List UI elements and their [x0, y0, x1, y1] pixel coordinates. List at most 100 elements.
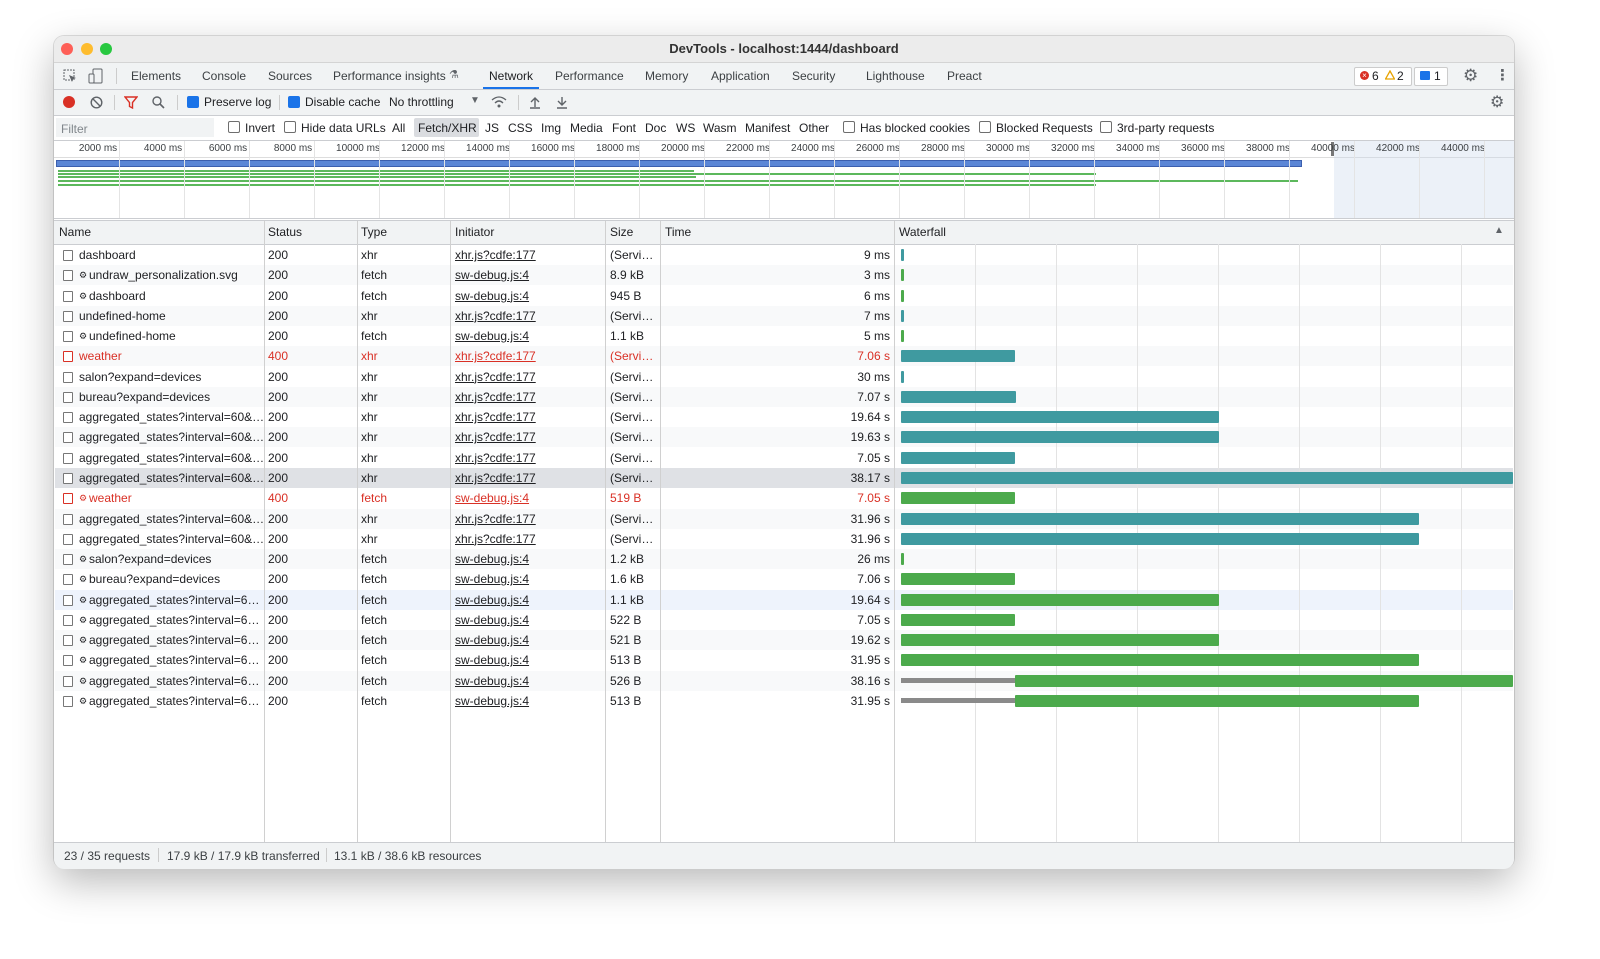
tab[interactable]: Elements	[131, 69, 182, 83]
table-row[interactable]	[55, 265, 1513, 286]
request-name[interactable]: bureau?expand=devices	[89, 572, 221, 587]
request-name[interactable]: aggregated_states?interval=6…	[89, 592, 260, 607]
request-name[interactable]: aggregated_states?interval=6…	[89, 673, 260, 688]
request-initiator[interactable]: sw-debug.js:4	[455, 612, 530, 627]
table-row[interactable]	[55, 386, 1513, 407]
request-name[interactable]: dashboard	[89, 288, 146, 303]
request-initiator[interactable]: sw-debug.js:4	[455, 288, 530, 303]
request-initiator[interactable]: xhr.js?cdfe:177	[455, 430, 536, 445]
request-name[interactable]: aggregated_states?interval=60&…	[79, 511, 265, 526]
request-name[interactable]: undraw_personalization.svg	[89, 268, 238, 283]
tab[interactable]: Memory	[645, 69, 689, 83]
table-row[interactable]	[55, 366, 1513, 387]
column-header[interactable]: Time	[665, 225, 692, 239]
request-initiator[interactable]: sw-debug.js:4	[455, 552, 530, 567]
throttling-select[interactable]: No throttling	[389, 95, 454, 109]
table-row[interactable]	[55, 326, 1513, 347]
blocked-cookies-checkbox[interactable]	[843, 121, 855, 133]
type-filter[interactable]: Img	[541, 121, 562, 135]
column-header[interactable]: Size	[610, 225, 634, 239]
request-name[interactable]: aggregated_states?interval=6…	[89, 653, 260, 668]
type-filter[interactable]: Font	[612, 121, 637, 135]
request-initiator[interactable]: xhr.js?cdfe:177	[455, 410, 536, 425]
type-filter[interactable]: Wasm	[703, 121, 737, 135]
request-initiator[interactable]: sw-debug.js:4	[455, 268, 530, 283]
table-row[interactable]	[55, 569, 1513, 590]
request-initiator[interactable]: xhr.js?cdfe:177	[455, 349, 536, 364]
tab[interactable]: Performance	[555, 69, 624, 83]
request-initiator[interactable]: xhr.js?cdfe:177	[455, 470, 536, 485]
request-initiator[interactable]: xhr.js?cdfe:177	[455, 369, 536, 384]
third-party-checkbox[interactable]	[1100, 121, 1112, 133]
request-name[interactable]: aggregated_states?interval=60&…	[79, 450, 265, 465]
table-row[interactable]	[55, 346, 1513, 367]
type-filter[interactable]: Doc	[645, 121, 667, 135]
column-header[interactable]: Waterfall	[899, 225, 946, 239]
type-filter[interactable]: Fetch/XHR	[418, 121, 477, 135]
request-name[interactable]: aggregated_states?interval=60&…	[79, 430, 265, 445]
request-name[interactable]: dashboard	[79, 248, 136, 262]
issues-badge[interactable]	[1354, 67, 1412, 86]
column-header[interactable]: Type	[361, 225, 388, 239]
request-name[interactable]: aggregated_states?interval=6…	[89, 633, 260, 648]
request-initiator[interactable]: xhr.js?cdfe:177	[455, 511, 536, 526]
request-name[interactable]: aggregated_states?interval=6…	[89, 693, 260, 708]
more-icon[interactable]: ⋮	[1495, 67, 1510, 84]
request-initiator[interactable]: sw-debug.js:4	[455, 329, 530, 344]
type-filter[interactable]: Other	[799, 121, 830, 135]
column-header[interactable]: Initiator	[455, 225, 495, 239]
request-name[interactable]: undefined-home	[89, 329, 176, 344]
request-initiator[interactable]: sw-debug.js:4	[455, 572, 530, 587]
table-row[interactable]	[55, 609, 1513, 630]
record-button[interactable]	[63, 96, 75, 108]
settings-icon[interactable]: ⚙	[1463, 66, 1479, 85]
request-initiator[interactable]: sw-debug.js:4	[455, 693, 530, 708]
request-initiator[interactable]: xhr.js?cdfe:177	[455, 531, 536, 546]
table-row[interactable]	[55, 447, 1513, 468]
type-filter[interactable]: CSS	[508, 121, 533, 135]
tab[interactable]: Performance insights	[333, 69, 446, 83]
request-name[interactable]: salon?expand=devices	[79, 369, 202, 384]
invert-checkbox[interactable]	[228, 121, 240, 133]
request-initiator[interactable]: sw-debug.js:4	[455, 673, 530, 688]
request-name[interactable]: aggregated_states?interval=6…	[89, 612, 260, 627]
hide-data-urls-checkbox[interactable]	[284, 121, 296, 133]
import-har-button[interactable]	[529, 96, 541, 109]
table-row[interactable]	[55, 488, 1513, 509]
disable-cache-checkbox[interactable]	[288, 96, 300, 108]
tab[interactable]: Lighthouse	[866, 69, 925, 83]
request-initiator[interactable]: xhr.js?cdfe:177	[455, 248, 536, 262]
blocked-requests-checkbox[interactable]	[979, 121, 991, 133]
type-filter[interactable]: WS	[676, 121, 696, 135]
filter-input[interactable]	[56, 118, 214, 137]
clear-button[interactable]	[90, 96, 103, 109]
request-name[interactable]: weather	[89, 491, 132, 506]
search-button[interactable]	[152, 96, 165, 109]
request-name[interactable]: aggregated_states?interval=60&…	[79, 410, 265, 425]
tab[interactable]: Network	[489, 69, 534, 83]
tab[interactable]: Sources	[268, 69, 313, 83]
type-filter[interactable]: Media	[570, 121, 603, 135]
minimize-button[interactable]	[81, 43, 93, 55]
tab[interactable]: Application	[711, 69, 770, 83]
request-name[interactable]: aggregated_states?interval=60&…	[79, 531, 265, 546]
request-initiator[interactable]: xhr.js?cdfe:177	[455, 308, 536, 323]
preserve-log-checkbox[interactable]	[187, 96, 199, 108]
network-settings-icon[interactable]: ⚙	[1490, 94, 1505, 111]
request-name[interactable]: aggregated_states?interval=60&…	[79, 470, 265, 485]
network-conditions-icon[interactable]	[491, 95, 508, 109]
maximize-button[interactable]	[100, 43, 112, 55]
request-initiator[interactable]: xhr.js?cdfe:177	[455, 450, 536, 465]
tab[interactable]: Console	[202, 69, 247, 83]
request-name[interactable]: undefined-home	[79, 308, 166, 323]
close-button[interactable]	[61, 43, 73, 55]
overview-selection-handle[interactable]	[1331, 142, 1334, 156]
request-initiator[interactable]: sw-debug.js:4	[455, 592, 530, 607]
table-row[interactable]	[55, 245, 1513, 265]
type-filter[interactable]: Manifest	[745, 121, 791, 135]
column-header[interactable]: Status	[268, 225, 303, 239]
device-icon[interactable]	[88, 68, 104, 84]
table-row[interactable]	[55, 285, 1513, 306]
column-header[interactable]: Name	[59, 225, 92, 239]
table-row[interactable]	[55, 549, 1513, 570]
